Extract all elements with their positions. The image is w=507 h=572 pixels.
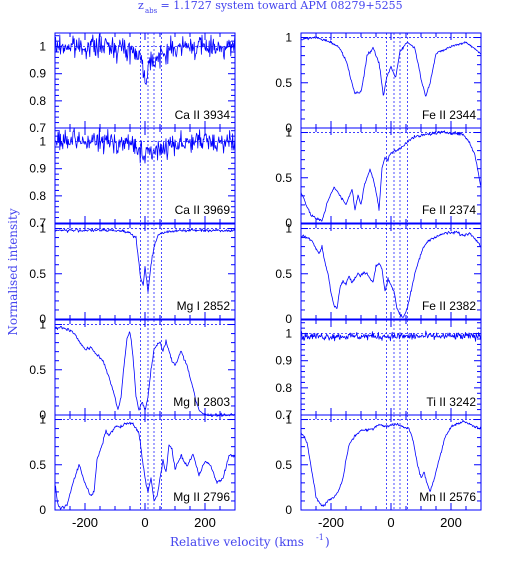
x-axis-label-main: Relative velocity (kms	[170, 535, 304, 549]
panel-fe-ii-2382: 0 0.5 1 Fe II 2382	[275, 222, 482, 326]
panel-label: Fe II 2344	[422, 108, 476, 122]
y-tick-label: 0.8	[29, 94, 46, 108]
y-tick-label: 0.8	[275, 381, 292, 395]
panel-label: Ca II 3934	[175, 108, 231, 122]
spectrum-line	[300, 419, 482, 507]
x-tick-label: -200	[318, 515, 344, 530]
spectrum-line	[300, 36, 482, 97]
panel-label: Mg II 2803	[173, 395, 230, 409]
x-tick-label: 0	[141, 515, 148, 530]
y-tick-label: 1	[285, 413, 292, 427]
panel-fe-ii-2344: 0 0.5 1 Fe II 2344	[275, 31, 482, 135]
spectrum-line	[300, 230, 482, 318]
panel-mg-ii-2803: 0 0.5 1 Mg II 2803	[29, 318, 236, 422]
y-tick-label: 0.5	[275, 171, 292, 185]
panel-label: Fe II 2374	[422, 203, 476, 217]
y-tick-label: 0	[39, 408, 46, 422]
y-tick-label: 0	[285, 216, 292, 230]
title-text: = 1.1727 system toward APM 08279+5255	[157, 0, 403, 12]
y-tick-label: 0.7	[29, 121, 46, 135]
panel-label: Mn II 2576	[419, 490, 476, 504]
x-tick-label: 200	[440, 515, 462, 530]
y-tick-label: 0.5	[275, 458, 292, 472]
y-tick-label: 0.5	[275, 76, 292, 90]
panel-label: Mg II 2796	[173, 490, 230, 504]
y-tick-label: 1	[39, 318, 46, 332]
panel-ca-ii-3934: 0.7 0.8 0.9 1 Ca II 3934	[29, 32, 236, 135]
title-z: z	[138, 0, 144, 12]
y-tick-label: 0.5	[29, 363, 46, 377]
y-tick-label: 0.5	[275, 267, 292, 281]
x-axis-label-close: )	[325, 535, 330, 549]
y-tick-label: 0.5	[29, 267, 46, 281]
y-tick-label: 0.9	[29, 162, 46, 176]
x-tick-label: -200	[72, 515, 98, 530]
y-tick-label: 0	[39, 312, 46, 326]
panel-mg-ii-2796: -200 0 200 0 0.5 1 Mg II 2796	[29, 413, 236, 530]
y-tick-label: 0.8	[29, 189, 46, 203]
y-tick-label: 1	[39, 135, 46, 149]
y-tick-label: 1	[285, 222, 292, 236]
y-tick-label: 0	[285, 503, 292, 517]
y-axis-label: Normalised intensity	[6, 208, 20, 335]
spectrum-line	[54, 228, 236, 293]
y-tick-label: 0	[285, 121, 292, 135]
y-tick-label: 0.9	[29, 67, 46, 81]
y-tick-label: 0.7	[275, 408, 292, 422]
y-tick-label: 0.7	[29, 216, 46, 230]
title-subscript: abs	[145, 7, 158, 15]
x-axis-label: Relative velocity (kms -1 )	[170, 533, 330, 549]
panels: 0.7 0.8 0.9 1 Ca II 3934 0.7 0.8 0.9 1 Ca II 3969…	[29, 31, 482, 530]
y-tick-label: 1	[285, 327, 292, 341]
y-tick-label: 0.9	[275, 354, 292, 368]
panel-ca-ii-3969: 0.7 0.8 0.9 1 Ca II 3969	[29, 127, 236, 230]
panel-label: Fe II 2382	[422, 299, 476, 313]
panel-fe-ii-2374: 0 0.5 1 Fe II 2374	[275, 126, 482, 230]
spectrum-line	[300, 330, 482, 342]
panel-label: Mg I 2852	[177, 299, 231, 313]
figure-title: z abs = 1.1727 system toward APM 08279+5…	[138, 0, 403, 15]
y-tick-label: 1	[39, 40, 46, 54]
y-tick-label: 0	[285, 312, 292, 326]
y-tick-label: 1	[39, 222, 46, 236]
y-tick-label: 0	[39, 503, 46, 517]
y-tick-label: 0.5	[29, 458, 46, 472]
panel-mn-ii-2576: -200 0 200 0 0.5 1 Mn II 2576	[275, 413, 482, 530]
x-tick-label: 0	[387, 515, 394, 530]
x-axis-label-superscript: -1	[316, 533, 324, 542]
panel-mg-i-2852: 0 0.5 1 Mg I 2852	[29, 222, 236, 326]
x-tick-label: 200	[194, 515, 216, 530]
y-tick-label: 1	[285, 31, 292, 45]
y-tick-label: 1	[285, 126, 292, 140]
panel-label: Ti II 3242	[426, 395, 476, 409]
panel-ti-ii-3242: 0.7 0.8 0.9 1 Ti II 3242	[275, 319, 482, 422]
y-tick-label: 1	[39, 413, 46, 427]
spectrum-line	[54, 127, 236, 164]
spectrum-line	[54, 32, 236, 85]
spectrum-line	[54, 421, 236, 510]
panel-label: Ca II 3969	[175, 203, 231, 217]
